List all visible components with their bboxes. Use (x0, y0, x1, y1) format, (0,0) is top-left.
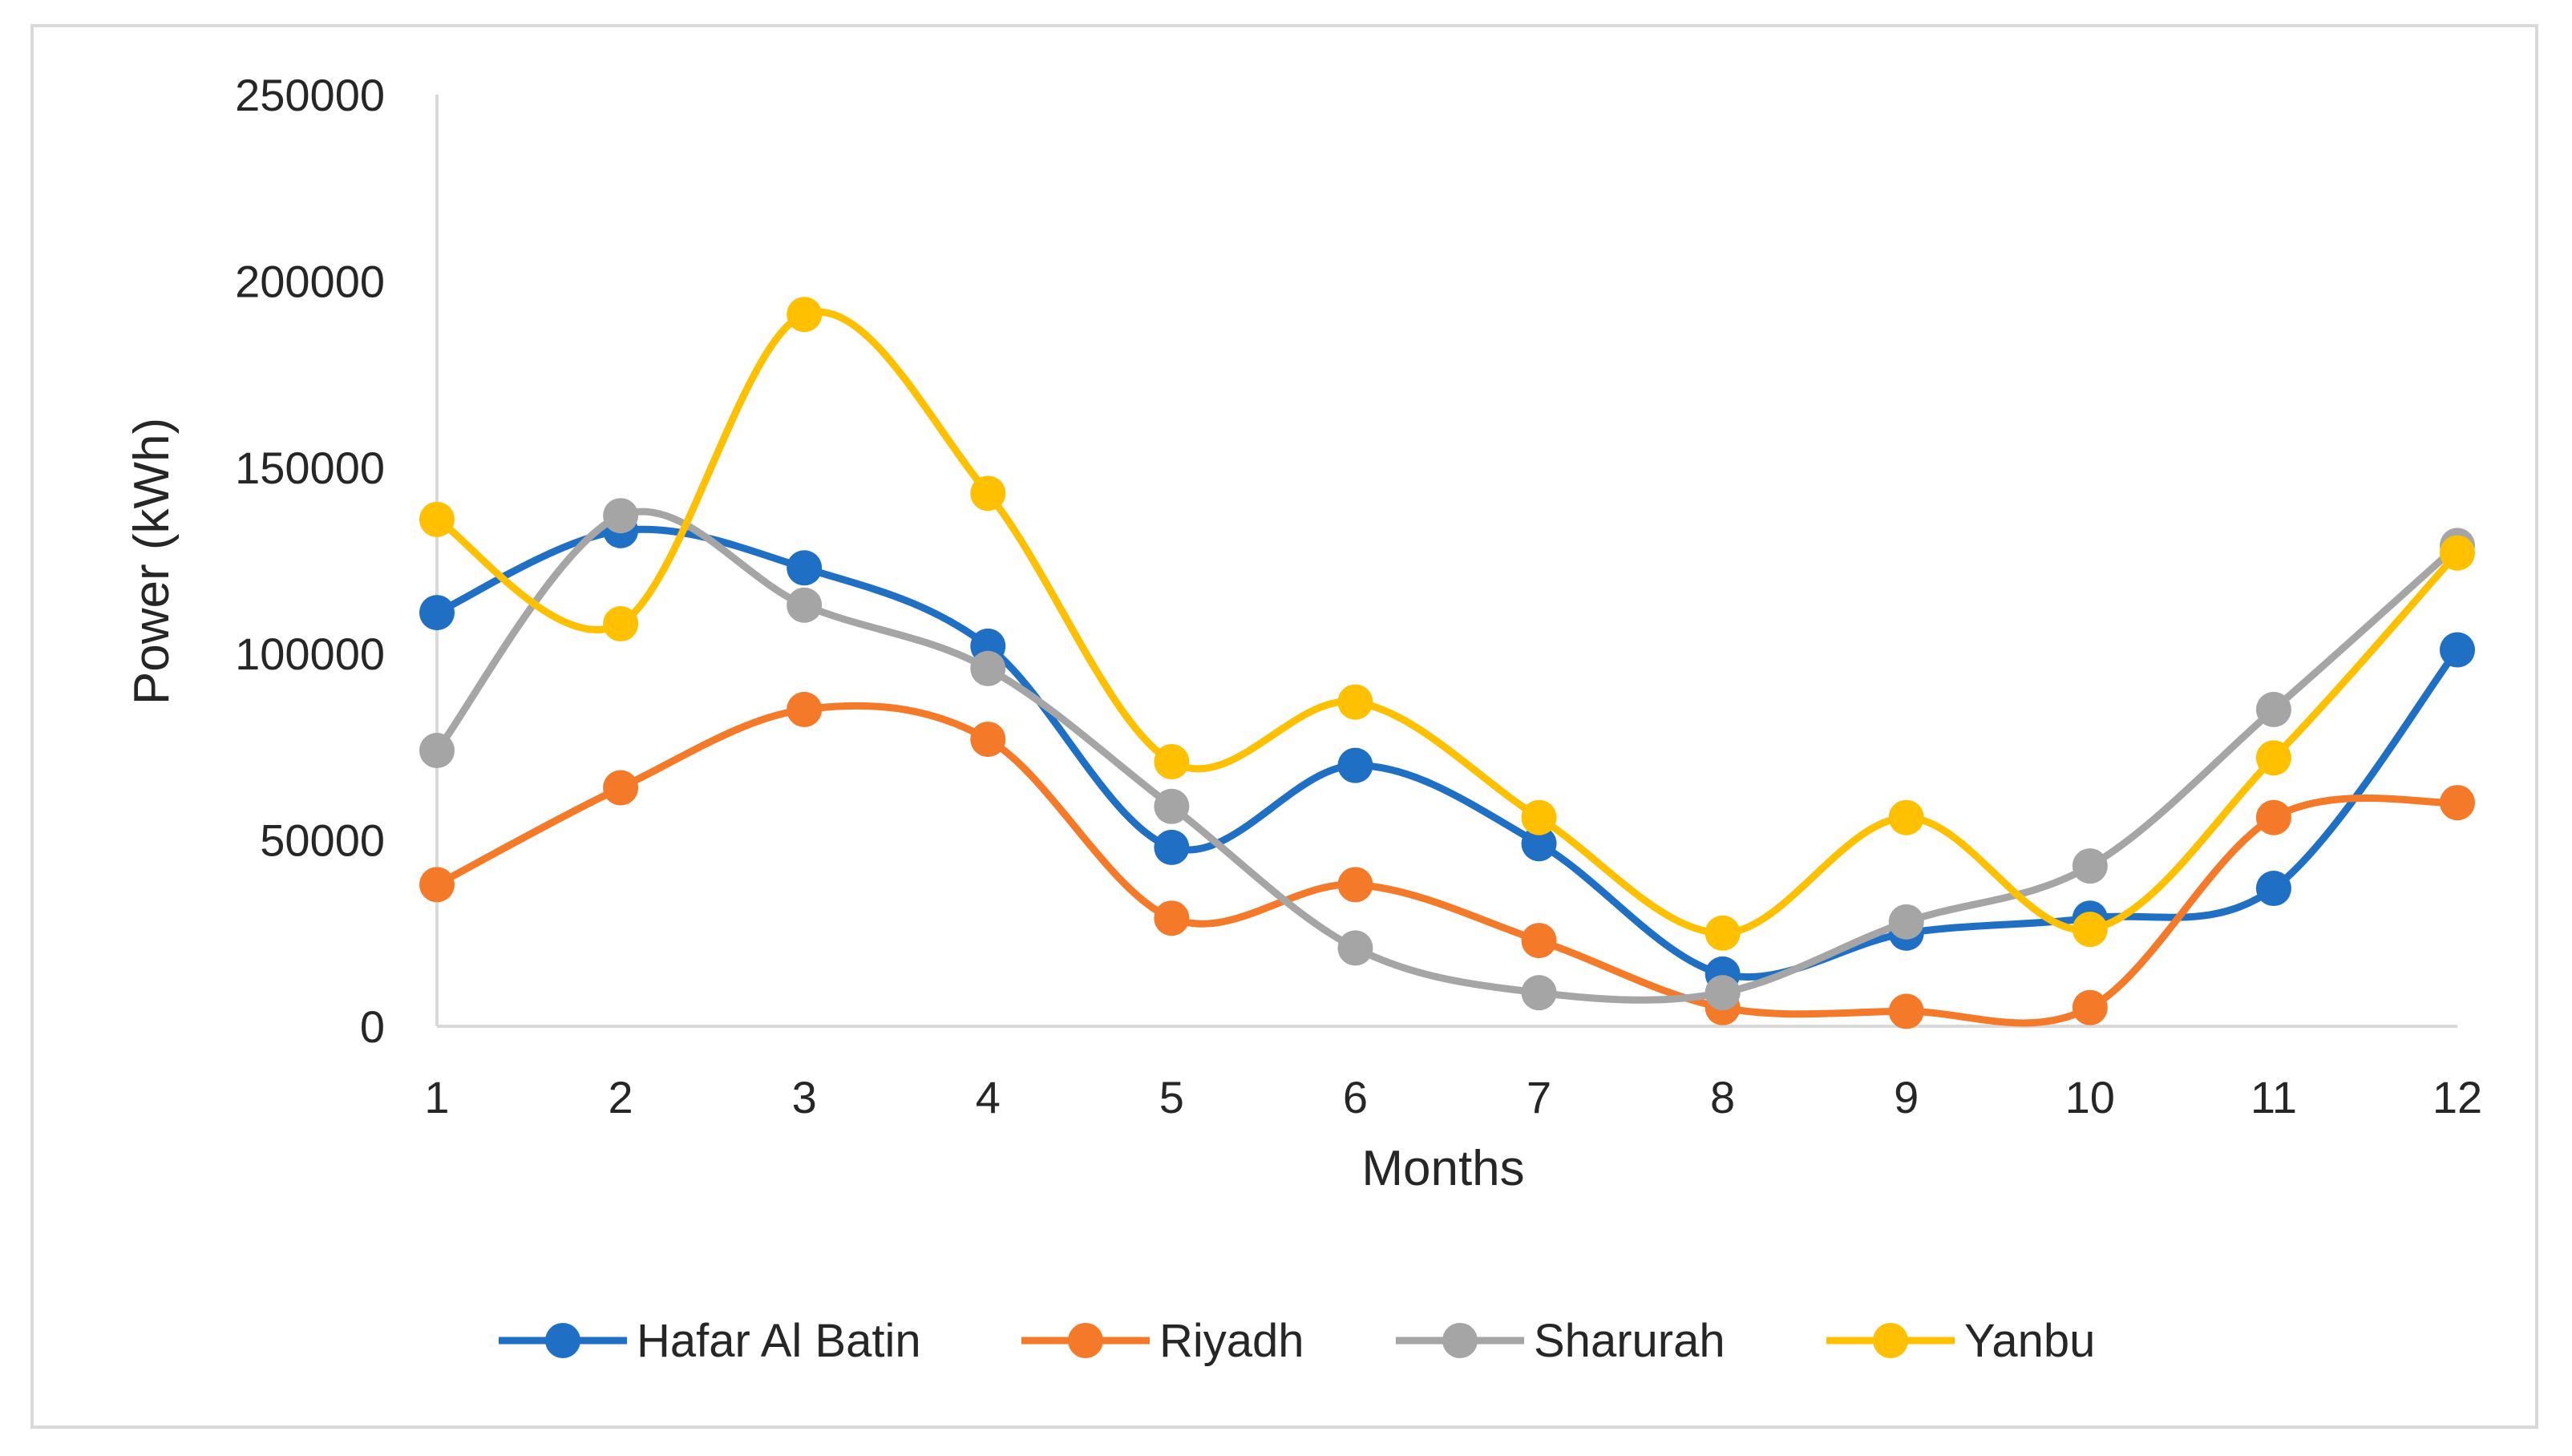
data-point-sharurah (2255, 691, 2291, 727)
x-tick-label: 10 (2065, 1072, 2115, 1122)
x-tick-label: 2 (609, 1072, 633, 1122)
data-point-riyadh (787, 691, 823, 727)
series-sharurah (419, 498, 2475, 1011)
data-point-riyadh (2072, 989, 2108, 1025)
data-point-hafar-al-batin (2255, 871, 2291, 907)
data-point-sharurah (2072, 848, 2108, 884)
data-point-sharurah (419, 733, 455, 769)
x-tick-label: 4 (976, 1072, 1001, 1122)
legend: Hafar Al Batin Riyadh Sharurah Yanbu (499, 1315, 2095, 1367)
x-tick-label: 12 (2432, 1072, 2482, 1122)
data-point-hafar-al-batin (2440, 632, 2475, 668)
legend-swatch-marker (1442, 1323, 1478, 1358)
data-point-yanbu (1521, 799, 1557, 835)
data-point-riyadh (1521, 923, 1557, 959)
x-tick-label: 6 (1343, 1072, 1368, 1122)
legend-item-hafar-al-batin: Hafar Al Batin (499, 1315, 921, 1367)
series-line-riyadh (433, 702, 2461, 1027)
data-point-yanbu (2440, 535, 2475, 571)
legend-label: Riyadh (1159, 1315, 1304, 1367)
y-tick-label: 0 (360, 1001, 385, 1052)
data-point-hafar-al-batin (1154, 829, 1190, 865)
data-point-riyadh (970, 722, 1006, 758)
data-point-riyadh (603, 770, 639, 806)
legend-swatch-marker (1873, 1323, 1908, 1358)
y-tick-labels: 0 50000 100000 150000 200000 250000 (235, 70, 385, 1052)
data-point-yanbu (970, 475, 1006, 512)
x-tick-label: 1 (424, 1072, 449, 1122)
legend-swatch-marker (545, 1323, 580, 1358)
y-tick-label: 200000 (235, 256, 385, 306)
x-tick-labels: 1 2 3 4 5 6 7 8 9 10 11 12 (424, 1072, 2482, 1122)
x-tick-label: 7 (1527, 1072, 1551, 1122)
legend-label: Yanbu (1964, 1315, 2095, 1367)
legend-label: Hafar Al Batin (637, 1315, 921, 1367)
legend-swatch-marker (1068, 1323, 1103, 1358)
y-axis-title: Power (kWh) (124, 418, 180, 705)
x-tick-label: 3 (792, 1072, 817, 1122)
data-point-yanbu (1888, 799, 1924, 835)
data-point-sharurah (603, 498, 639, 534)
x-tick-label: 8 (1710, 1072, 1735, 1122)
data-point-yanbu (419, 501, 455, 537)
data-point-riyadh (1337, 867, 1373, 903)
legend-item-sharurah: Sharurah (1396, 1315, 1725, 1367)
series-line-sharurah (433, 508, 2461, 1004)
data-point-yanbu (787, 297, 823, 333)
data-point-sharurah (1888, 904, 1924, 940)
data-point-sharurah (1521, 975, 1557, 1011)
data-point-hafar-al-batin (419, 595, 455, 631)
data-point-yanbu (1154, 743, 1190, 779)
y-tick-label: 150000 (235, 443, 385, 493)
data-point-riyadh (2440, 785, 2475, 821)
series-yanbu (419, 297, 2475, 951)
data-point-yanbu (2072, 912, 2108, 948)
data-point-hafar-al-batin (1521, 826, 1557, 862)
data-point-yanbu (1705, 915, 1741, 951)
data-point-riyadh (419, 867, 455, 903)
data-point-riyadh (1888, 993, 1924, 1029)
series-layer (419, 297, 2475, 1029)
legend-item-yanbu: Yanbu (1826, 1315, 2095, 1367)
data-point-riyadh (2255, 799, 2291, 835)
data-point-sharurah (1337, 930, 1373, 966)
y-tick-label: 100000 (235, 629, 385, 679)
x-tick-label: 11 (2250, 1072, 2297, 1122)
data-point-hafar-al-batin (1337, 747, 1373, 783)
data-point-sharurah (1705, 975, 1741, 1011)
x-axis-title: Months (1361, 1141, 1524, 1196)
data-point-sharurah (970, 650, 1006, 686)
y-tick-label: 250000 (235, 70, 385, 120)
y-tick-label: 50000 (260, 815, 385, 866)
data-point-sharurah (1154, 788, 1190, 824)
data-point-sharurah (787, 587, 823, 623)
data-point-riyadh (1154, 900, 1190, 936)
x-tick-label: 5 (1159, 1072, 1184, 1122)
series-line-yanbu (433, 308, 2461, 937)
data-point-yanbu (2255, 740, 2291, 776)
legend-label: Sharurah (1534, 1315, 1725, 1367)
x-tick-label: 9 (1894, 1072, 1919, 1122)
legend-item-riyadh: Riyadh (1021, 1315, 1304, 1367)
data-point-hafar-al-batin (787, 550, 823, 586)
data-point-yanbu (1337, 684, 1373, 720)
data-point-yanbu (603, 606, 639, 642)
